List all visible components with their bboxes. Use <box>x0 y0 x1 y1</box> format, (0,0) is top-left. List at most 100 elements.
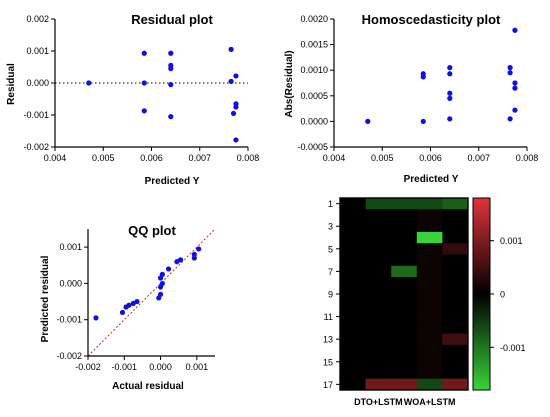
heatmap-row-label: 15 <box>323 357 333 367</box>
homoscedasticity-data-point <box>447 95 453 101</box>
qq-data-point <box>119 309 126 316</box>
residual-data-point <box>233 73 239 79</box>
residual-data-point <box>168 66 174 72</box>
heatmap-cell <box>416 254 443 267</box>
homoscedasticity-x-tick-label: 0.004 <box>323 153 346 163</box>
heatmap-cell <box>416 265 443 278</box>
homoscedasticity-x-tick-label: 0.007 <box>467 153 490 163</box>
heatmap-cell <box>416 231 443 244</box>
homoscedasticity-data-point <box>447 90 453 96</box>
residual-data-point <box>141 80 147 86</box>
homoscedasticity-data-point <box>512 107 518 113</box>
homoscedasticity-data-point <box>507 65 513 71</box>
residual-plot-xlabel: Predicted Y <box>145 176 200 187</box>
homoscedasticity-y-tick-label: 0.0010 <box>300 65 328 75</box>
heatmap-cell <box>391 220 418 233</box>
heatmap-cell <box>391 344 418 357</box>
qq-x-tick-label: 0.000 <box>149 362 172 372</box>
residual-data-point <box>141 50 147 56</box>
qq-y-tick-label: 0.001 <box>59 242 82 252</box>
heatmap-cell <box>391 243 418 255</box>
heatmap-cell <box>391 277 418 289</box>
heatmap-cell <box>416 220 443 233</box>
residual-plot-panel: Residual plot Predicted Y Residual 0.004… <box>6 12 259 187</box>
residual-data-point <box>233 137 239 143</box>
heatmap-cell <box>365 322 392 334</box>
heatmap-group-label: WOA+LSTM <box>404 397 456 407</box>
qq-data-point <box>191 251 197 257</box>
heatmap-cell <box>391 265 418 278</box>
residual-y-tick-label: -0.001 <box>23 110 49 120</box>
homoscedasticity-x-tick-label: 0.008 <box>516 153 539 163</box>
homoscedasticity-data-point <box>512 80 518 86</box>
homoscedasticity-plot-xlabel: Predicted Y <box>404 174 459 185</box>
homoscedasticity-plot-ylabel: Abs(Residual) <box>284 50 295 117</box>
heatmap-cell <box>442 322 469 334</box>
heatmap-row-label: 11 <box>324 312 333 322</box>
heatmap-cell <box>365 288 392 301</box>
heatmap-cell <box>365 209 392 221</box>
homoscedasticity-y-tick-label: 0.0005 <box>300 91 328 101</box>
heatmap-cell <box>416 333 443 346</box>
qq-data-point <box>126 302 132 308</box>
heatmap-cell <box>416 198 443 210</box>
heatmap-cell <box>391 333 418 346</box>
homoscedasticity-data-point <box>447 65 453 71</box>
homoscedasticity-data-point <box>507 116 513 122</box>
heatmap-cell <box>365 231 392 244</box>
heatmap-cell <box>340 356 366 368</box>
heatmap-cell <box>340 333 366 346</box>
homoscedasticity-data-point <box>512 85 518 91</box>
residual-data-point <box>228 46 234 53</box>
residual-y-tick-label: 0.000 <box>26 78 49 88</box>
heatmap-cell <box>340 254 366 267</box>
residual-plot-ylabel: Residual <box>6 63 17 105</box>
heatmap-cell <box>391 254 418 267</box>
homoscedasticity-y-tick-label: -0.0005 <box>297 142 328 152</box>
colorbar <box>472 197 491 391</box>
residual-y-tick-label: 0.001 <box>26 46 49 56</box>
qq-data-point <box>159 280 165 287</box>
heatmap-cell <box>416 367 443 380</box>
heatmap-cell <box>442 265 469 278</box>
heatmap-cell <box>365 277 392 289</box>
qq-plot-xlabel: Actual residual <box>112 381 184 392</box>
heatmap-cell <box>442 378 469 391</box>
heatmap-row-label: 9 <box>328 290 333 300</box>
heatmap-cell <box>365 310 392 323</box>
qq-x-tick-label: 0.001 <box>186 362 209 372</box>
heatmap-cell <box>442 277 469 289</box>
heatmap-cell <box>340 367 366 380</box>
heatmap-cell <box>340 299 366 312</box>
heatmap-cell <box>340 344 366 357</box>
heatmap-cell <box>365 220 392 233</box>
heatmap-row-label: 7 <box>328 267 333 277</box>
homoscedasticity-plot-title: Homoscedasticity plot <box>362 12 501 27</box>
heatmap-cell <box>365 333 392 346</box>
qq-plot-title: QQ plot <box>128 223 176 238</box>
heatmap-cell <box>416 310 443 323</box>
qq-data-point <box>177 257 184 263</box>
qq-plot-ylabel: Predicted residual <box>40 255 51 342</box>
qq-plot-area: -0.002 -0.001 0.000 0.001 0.001 0.000 -0.001 -0… <box>56 228 216 372</box>
residual-data-point <box>168 50 174 56</box>
heatmap-cell <box>416 344 443 357</box>
heatmap-cell <box>442 209 469 221</box>
homoscedasticity-data-point <box>512 27 518 33</box>
residual-x-tick-label: 0.004 <box>44 153 67 163</box>
heatmap-cell <box>340 378 366 391</box>
heatmap-cell <box>416 378 443 391</box>
residual-data-point <box>141 108 147 114</box>
residual-plot-title: Residual plot <box>131 12 213 27</box>
heatmap-cell <box>442 333 469 346</box>
homoscedasticity-data-point <box>447 116 453 122</box>
qq-data-point <box>191 255 197 261</box>
heatmap-cell <box>416 209 443 221</box>
heatmap-cell <box>340 243 366 255</box>
heatmap-cell <box>391 378 418 391</box>
heatmap-cell <box>391 288 418 301</box>
heatmap-cell <box>340 231 366 244</box>
qq-data-point <box>93 315 99 321</box>
